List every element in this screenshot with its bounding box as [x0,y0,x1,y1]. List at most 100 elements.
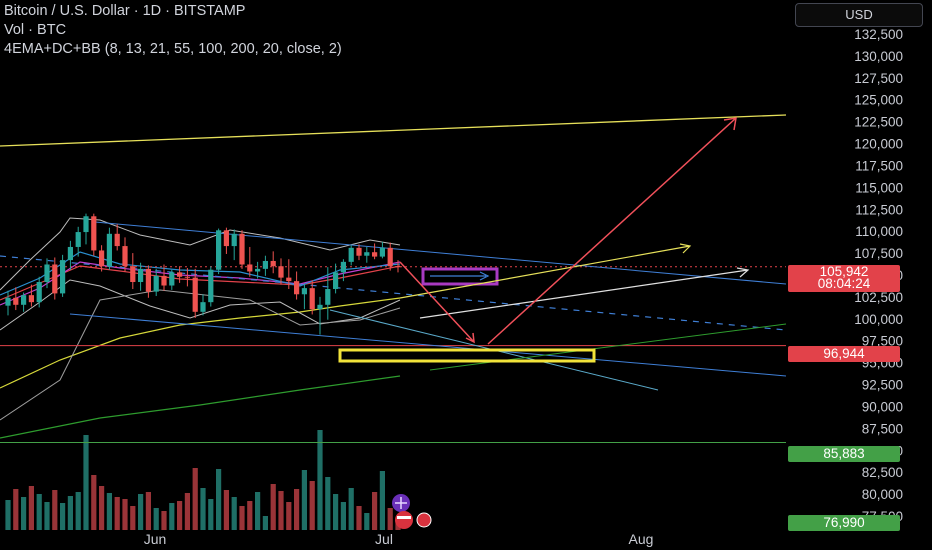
volume-bar [333,494,339,530]
volume-bar [36,494,42,530]
candle-body [223,230,229,247]
volume-bar [247,501,253,530]
candle-body [130,266,136,283]
volume-bar [83,435,89,530]
candle-body [153,275,159,292]
candle-body [278,266,284,278]
candle-body [145,268,151,292]
volume-bar [325,477,331,530]
volume-bar [44,502,50,530]
volume-bar [223,490,229,530]
candle-body [161,275,167,286]
volume-bar [278,491,284,530]
volume-bar [286,502,292,530]
candle-body [44,264,50,283]
long-yellow-trendline [0,114,787,147]
price-tick-label: 130,000 [854,49,903,64]
green-level-tag-1: 85,883 [788,446,900,462]
candle-body [309,288,315,310]
volume-bar [106,493,112,530]
box-arrow [430,271,490,281]
candle-body [52,264,58,294]
candle-body [325,289,331,305]
volume-bar [28,486,34,530]
volume-bar [340,502,346,530]
candle-body [28,295,34,303]
candle-body [192,277,198,312]
volume-bar [301,470,307,530]
volume-bar [153,508,159,530]
volume-bar [91,475,97,530]
price-tick-label: 110,000 [855,224,903,239]
volume-bar [379,471,385,530]
volume-bar [75,492,81,530]
candle-body [348,247,354,262]
volume-indicator-label[interactable]: Vol · BTC [4,22,67,38]
volume-bar [184,493,190,530]
volume-bar [192,468,198,530]
volume-bar [255,492,261,530]
time-axis[interactable]: Jun Jul Aug [144,531,654,547]
support-zone-box [338,348,596,363]
candle-body [333,272,339,290]
price-tick-label: 125,000 [854,93,903,108]
volume-bar [356,506,362,530]
channel-upper-trendline [94,221,787,285]
red-level-tag: 96,944 [788,346,900,362]
candle-body [184,276,190,278]
candle-body [356,247,362,256]
price-tick-label: 80,000 [862,487,903,502]
candle-body [83,216,89,233]
us-flag-event-icon [395,511,413,529]
candle-body [216,230,222,270]
time-label-aug: Aug [629,531,654,547]
red-down-arrow [399,261,475,344]
ema-dc-bb-indicator-label[interactable]: 4EMA+DC+BB (8, 13, 21, 55, 100, 200, 20,… [4,41,342,57]
price-tick-label: 100,000 [854,312,903,327]
volume-bar [169,503,175,530]
candle-body [36,282,42,303]
candle-body [99,250,105,267]
consolidation-box [421,267,499,286]
volume-bar [99,486,105,530]
candle-body [340,261,346,273]
green-level-tag-2: 76,990 [788,515,900,531]
volume-bar [52,490,58,530]
candle-body [364,252,370,256]
overlay-icons[interactable] [392,494,432,529]
currency-button[interactable]: USD [795,3,923,27]
price-tick-label: 112,500 [855,202,903,217]
volume-bar [208,499,214,530]
event-marker-glyph [395,497,407,509]
volume-bar [200,488,206,530]
volume-bar [270,484,276,530]
volume-bar [5,500,11,530]
price-tick-label: 97,500 [862,334,903,349]
volume-bar [364,513,370,530]
event-marker-icon-2 [416,512,432,528]
volume-bar [387,508,393,530]
volume-bar [161,511,167,530]
volume-bar [130,506,136,530]
symbol-title[interactable]: Bitcoin / U.S. Dollar · 1D · BITSTAMP [4,3,246,19]
price-tick-label: 132,500 [854,27,903,42]
candle-body [138,268,144,283]
candle-body [21,295,27,305]
candle-body [106,233,112,267]
candle-body [169,272,175,286]
volume-bar [13,489,19,530]
candle-body [60,260,66,294]
time-label-jul: Jul [375,531,393,547]
candle-body [200,302,206,312]
volume-bar [21,497,27,530]
price-tick-label: 82,500 [862,465,903,480]
volume-bar [372,492,378,530]
candle-body [317,304,323,310]
price-tick-label: 122,500 [854,115,903,130]
us-flag-stripe [397,516,411,519]
drawing-tools[interactable] [0,114,787,444]
volume-bar [262,516,268,530]
candle-body [247,264,253,272]
candle-body [91,216,97,251]
